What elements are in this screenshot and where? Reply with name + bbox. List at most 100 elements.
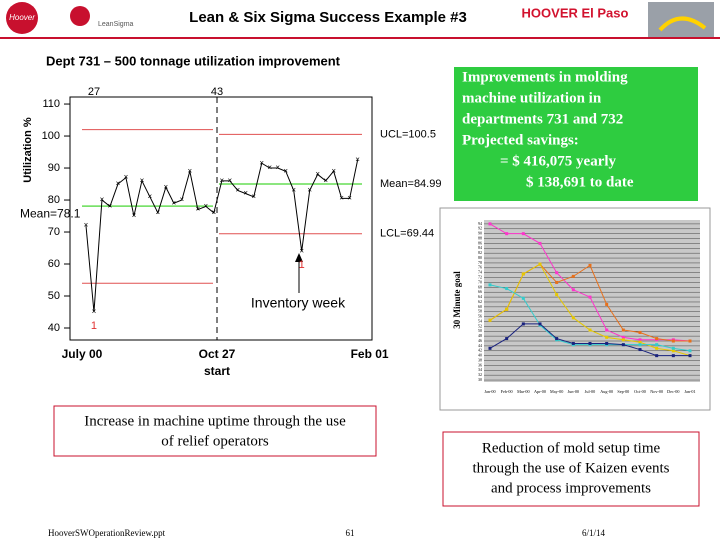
series-marker	[655, 343, 659, 347]
logo-text: LeanSigma	[98, 21, 134, 28]
series-marker	[588, 341, 592, 345]
series-marker	[488, 318, 492, 322]
point-marker: ×	[84, 221, 89, 230]
series-marker	[688, 349, 692, 353]
text-box-lines: Reduction of mold setup time through the …	[472, 440, 669, 496]
point-marker: ×	[211, 208, 216, 217]
series-marker	[655, 354, 659, 358]
x-tick-label: Nov-00	[650, 389, 663, 394]
series-marker	[638, 330, 642, 334]
series-marker	[671, 354, 675, 358]
y-tick-label: 90	[478, 231, 482, 236]
y-tick-label: 34	[478, 367, 482, 372]
point-marker: ×	[203, 202, 208, 211]
point-marker: ×	[291, 186, 296, 195]
point-marker: ×	[355, 155, 360, 164]
series-marker	[538, 241, 542, 245]
point-marker: ×	[172, 198, 177, 207]
y-tick-label: 80	[48, 194, 60, 206]
x-tick-label: Jul-00	[585, 389, 595, 394]
text-line: and process improvements	[491, 480, 651, 496]
x-tick-label: Mar-00	[517, 389, 529, 394]
x-tick-label: Apr-00	[534, 389, 546, 394]
series-marker	[538, 262, 542, 266]
series-marker	[505, 307, 509, 311]
y-tick-label: 78	[478, 260, 482, 265]
y-tick-label: 52	[478, 323, 482, 328]
point-marker: ×	[331, 166, 336, 175]
point-marker: ×	[275, 163, 280, 172]
text-line: through the use of Kaizen events	[472, 460, 669, 476]
brand-logo-arc	[658, 16, 707, 32]
series-marker	[521, 322, 525, 326]
x-tick-label: Oct 27	[199, 347, 236, 361]
y-tick-label: 72	[478, 275, 482, 280]
series-marker	[671, 339, 675, 343]
series-marker	[571, 288, 575, 292]
limit-label: LCL=69.44	[380, 228, 434, 240]
point-marker: ×	[315, 170, 320, 179]
y-tick-label: 100	[42, 130, 60, 142]
x-tick-label: Sep-00	[617, 389, 629, 394]
series-marker	[488, 283, 492, 287]
series-marker	[655, 346, 659, 350]
arrow-head	[295, 253, 303, 262]
y-tick-label: 44	[478, 343, 482, 348]
y-tick-label: 40	[478, 353, 482, 358]
footer-page: 61	[346, 528, 355, 538]
series-marker	[521, 272, 525, 276]
x-tick-label: Feb-00	[501, 389, 513, 394]
y-tick-label: 50	[478, 328, 482, 333]
y-tick-label: 64	[478, 294, 482, 299]
text-box	[53, 405, 377, 457]
x-tick-label: May-00	[550, 389, 563, 394]
series-marker	[488, 346, 492, 350]
series-marker	[505, 287, 509, 291]
y-tick-label: 42	[478, 348, 482, 353]
series-marker	[688, 339, 692, 343]
series-marker	[488, 222, 492, 226]
series-marker	[521, 232, 525, 236]
series-marker	[621, 343, 625, 347]
limit-label: Mean=84.99	[380, 178, 441, 190]
point-marker: ×	[307, 186, 312, 195]
flag-label: 1	[299, 259, 305, 271]
point-marker: ×	[140, 176, 145, 185]
x-tick-label: Oct-00	[634, 389, 646, 394]
point-marker: ×	[195, 205, 200, 214]
slide-title: Lean & Six Sigma Success Example #3	[189, 9, 467, 26]
point-marker: ×	[323, 176, 328, 185]
y-tick-label: 62	[478, 299, 482, 304]
y-tick-label: 82	[478, 250, 482, 255]
series-marker	[621, 335, 625, 339]
series-marker	[555, 280, 559, 284]
series-marker	[521, 296, 525, 300]
series-marker	[588, 295, 592, 299]
series-marker	[655, 337, 659, 341]
y-tick-label: 74	[478, 270, 482, 275]
series-marker	[638, 348, 642, 352]
series-marker	[505, 337, 509, 341]
series-marker	[571, 341, 575, 345]
point-marker: ×	[92, 307, 97, 316]
x-tick-label: Jun-00	[568, 389, 579, 394]
y-tick-label: 54	[478, 318, 482, 323]
text-line: of relief operators	[161, 433, 269, 449]
series-marker	[588, 328, 592, 332]
series-marker	[571, 274, 575, 278]
text-box-lines: Increase in machine uptime through the u…	[84, 413, 346, 449]
y-tick-label: 46	[478, 338, 482, 343]
point-marker: ×	[164, 182, 169, 191]
series-marker	[505, 232, 509, 236]
point-marker: ×	[227, 176, 232, 185]
y-tick-label: 56	[478, 314, 482, 319]
y-tick-label: 84	[478, 245, 482, 250]
y-tick-label: 38	[478, 357, 482, 362]
y-tick-label: 60	[478, 304, 482, 309]
y-tick-label: 68	[478, 284, 482, 289]
x-tick-sublabel: start	[204, 364, 230, 378]
text-line: $ 138,691 to date	[526, 174, 634, 190]
point-marker: ×	[339, 194, 344, 203]
y-tick-label: 80	[478, 255, 482, 260]
point-marker: ×	[243, 189, 248, 198]
